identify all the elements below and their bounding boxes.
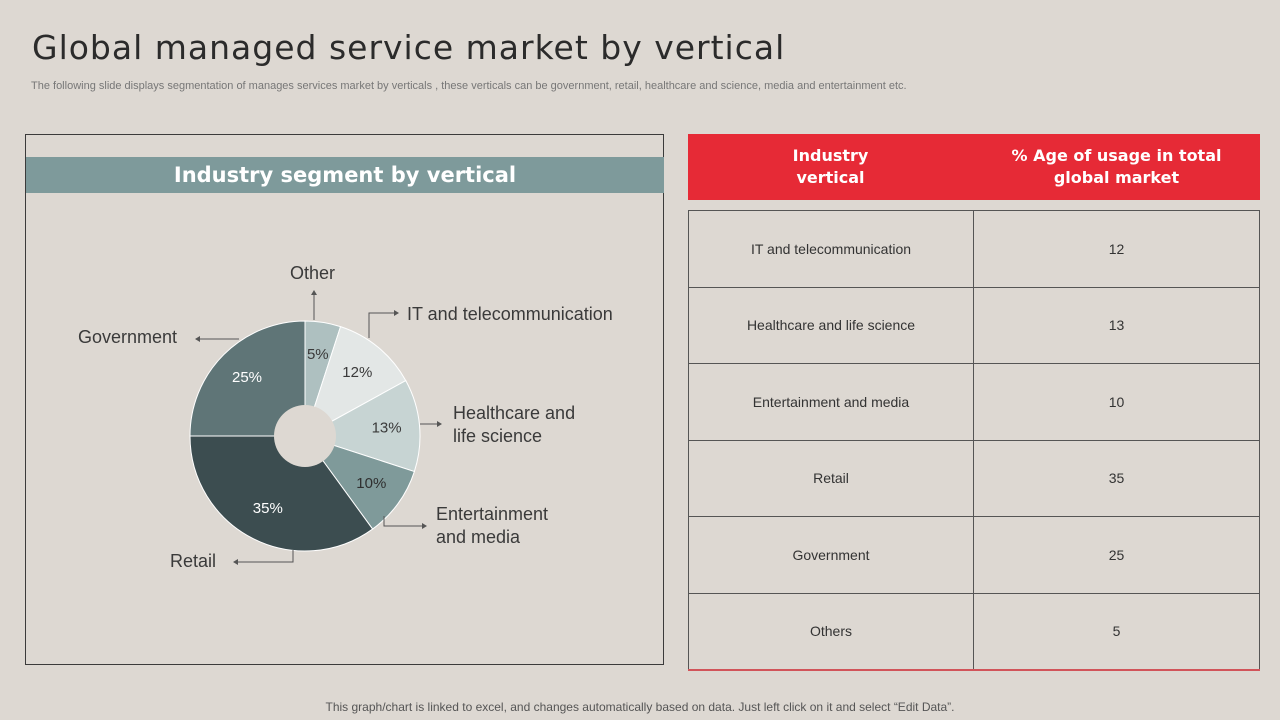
pie-slice-entertainment-and-media[interactable] <box>303 435 416 530</box>
callout-health-line1: Healthcare and <box>453 403 575 423</box>
cell-usage: 35 <box>974 440 1260 516</box>
page-subtitle: The following slide displays segmentatio… <box>31 80 907 92</box>
leader-retail <box>236 550 294 563</box>
pie-slice-government[interactable] <box>189 320 306 437</box>
table-row: Others 5 <box>688 592 1260 669</box>
arrow-it <box>394 310 399 316</box>
cell-vertical: Government <box>688 517 974 593</box>
cell-vertical: Healthcare and life science <box>688 287 974 363</box>
table-row: Retail 35 <box>688 439 1260 516</box>
pie-chart[interactable]: 5% 12% 13% 10% 35% 25% Other IT and telecommu… <box>26 135 663 664</box>
pie-slice-healthcare-and-life-science[interactable] <box>303 379 421 473</box>
cell-usage: 13 <box>974 287 1260 363</box>
callout-ent-line2: and media <box>436 527 521 547</box>
arrow-government <box>195 336 200 342</box>
donut-hole <box>274 405 336 467</box>
arrow-retail <box>233 559 238 565</box>
table-row: Government 25 <box>688 516 1260 593</box>
cell-vertical: Retail <box>688 440 974 516</box>
table-header: Industry vertical % Age of usage in tota… <box>688 134 1260 200</box>
cell-vertical: Others <box>688 593 974 669</box>
page-title: Global managed service market by vertica… <box>32 28 786 67</box>
pie-slice-retail[interactable] <box>189 435 374 552</box>
cell-usage: 5 <box>974 593 1260 669</box>
arrow-ent <box>422 523 427 529</box>
cell-vertical: IT and telecommunication <box>688 211 974 287</box>
pie-value-label: 10% <box>356 475 386 492</box>
cell-usage: 25 <box>974 517 1260 593</box>
table-header-usage: % Age of usage in total global market <box>1011 146 1222 187</box>
table-row: Entertainment and media 10 <box>688 363 1260 440</box>
pie-value-label: 12% <box>342 364 372 381</box>
table-header-vertical: Industry vertical <box>792 146 869 187</box>
pie-value-label: 13% <box>372 419 402 436</box>
callout-government: Government <box>78 327 177 347</box>
arrow-health <box>437 421 442 427</box>
footer-note: This graph/chart is linked to excel, and… <box>325 700 955 714</box>
callout-ent-line1: Entertainment <box>436 504 548 524</box>
leader-it <box>368 312 396 338</box>
table-row: Healthcare and life science 13 <box>688 286 1260 363</box>
table-body: IT and telecommunication 12 Healthcare a… <box>688 210 1260 671</box>
cell-vertical: Entertainment and media <box>688 364 974 440</box>
cell-usage: 12 <box>974 211 1260 287</box>
callout-health-line2: life science <box>453 426 542 446</box>
pie-value-label: 5% <box>307 346 329 363</box>
pie-slice-it-and-telecommunication[interactable] <box>304 325 407 438</box>
callout-other: Other <box>290 263 335 283</box>
pie-value-label: 25% <box>232 369 262 386</box>
callout-retail: Retail <box>170 551 216 571</box>
leader-ent <box>383 516 424 527</box>
callout-it: IT and telecommunication <box>407 304 613 324</box>
table-row: IT and telecommunication 12 <box>688 210 1260 287</box>
chart-header: Industry segment by vertical <box>26 157 664 193</box>
chart-panel[interactable]: Industry segment by vertical 5% 12% 13% 10%… <box>25 134 664 665</box>
pie-value-label: 35% <box>253 500 283 517</box>
cell-usage: 10 <box>974 364 1260 440</box>
arrow-other <box>311 290 317 295</box>
